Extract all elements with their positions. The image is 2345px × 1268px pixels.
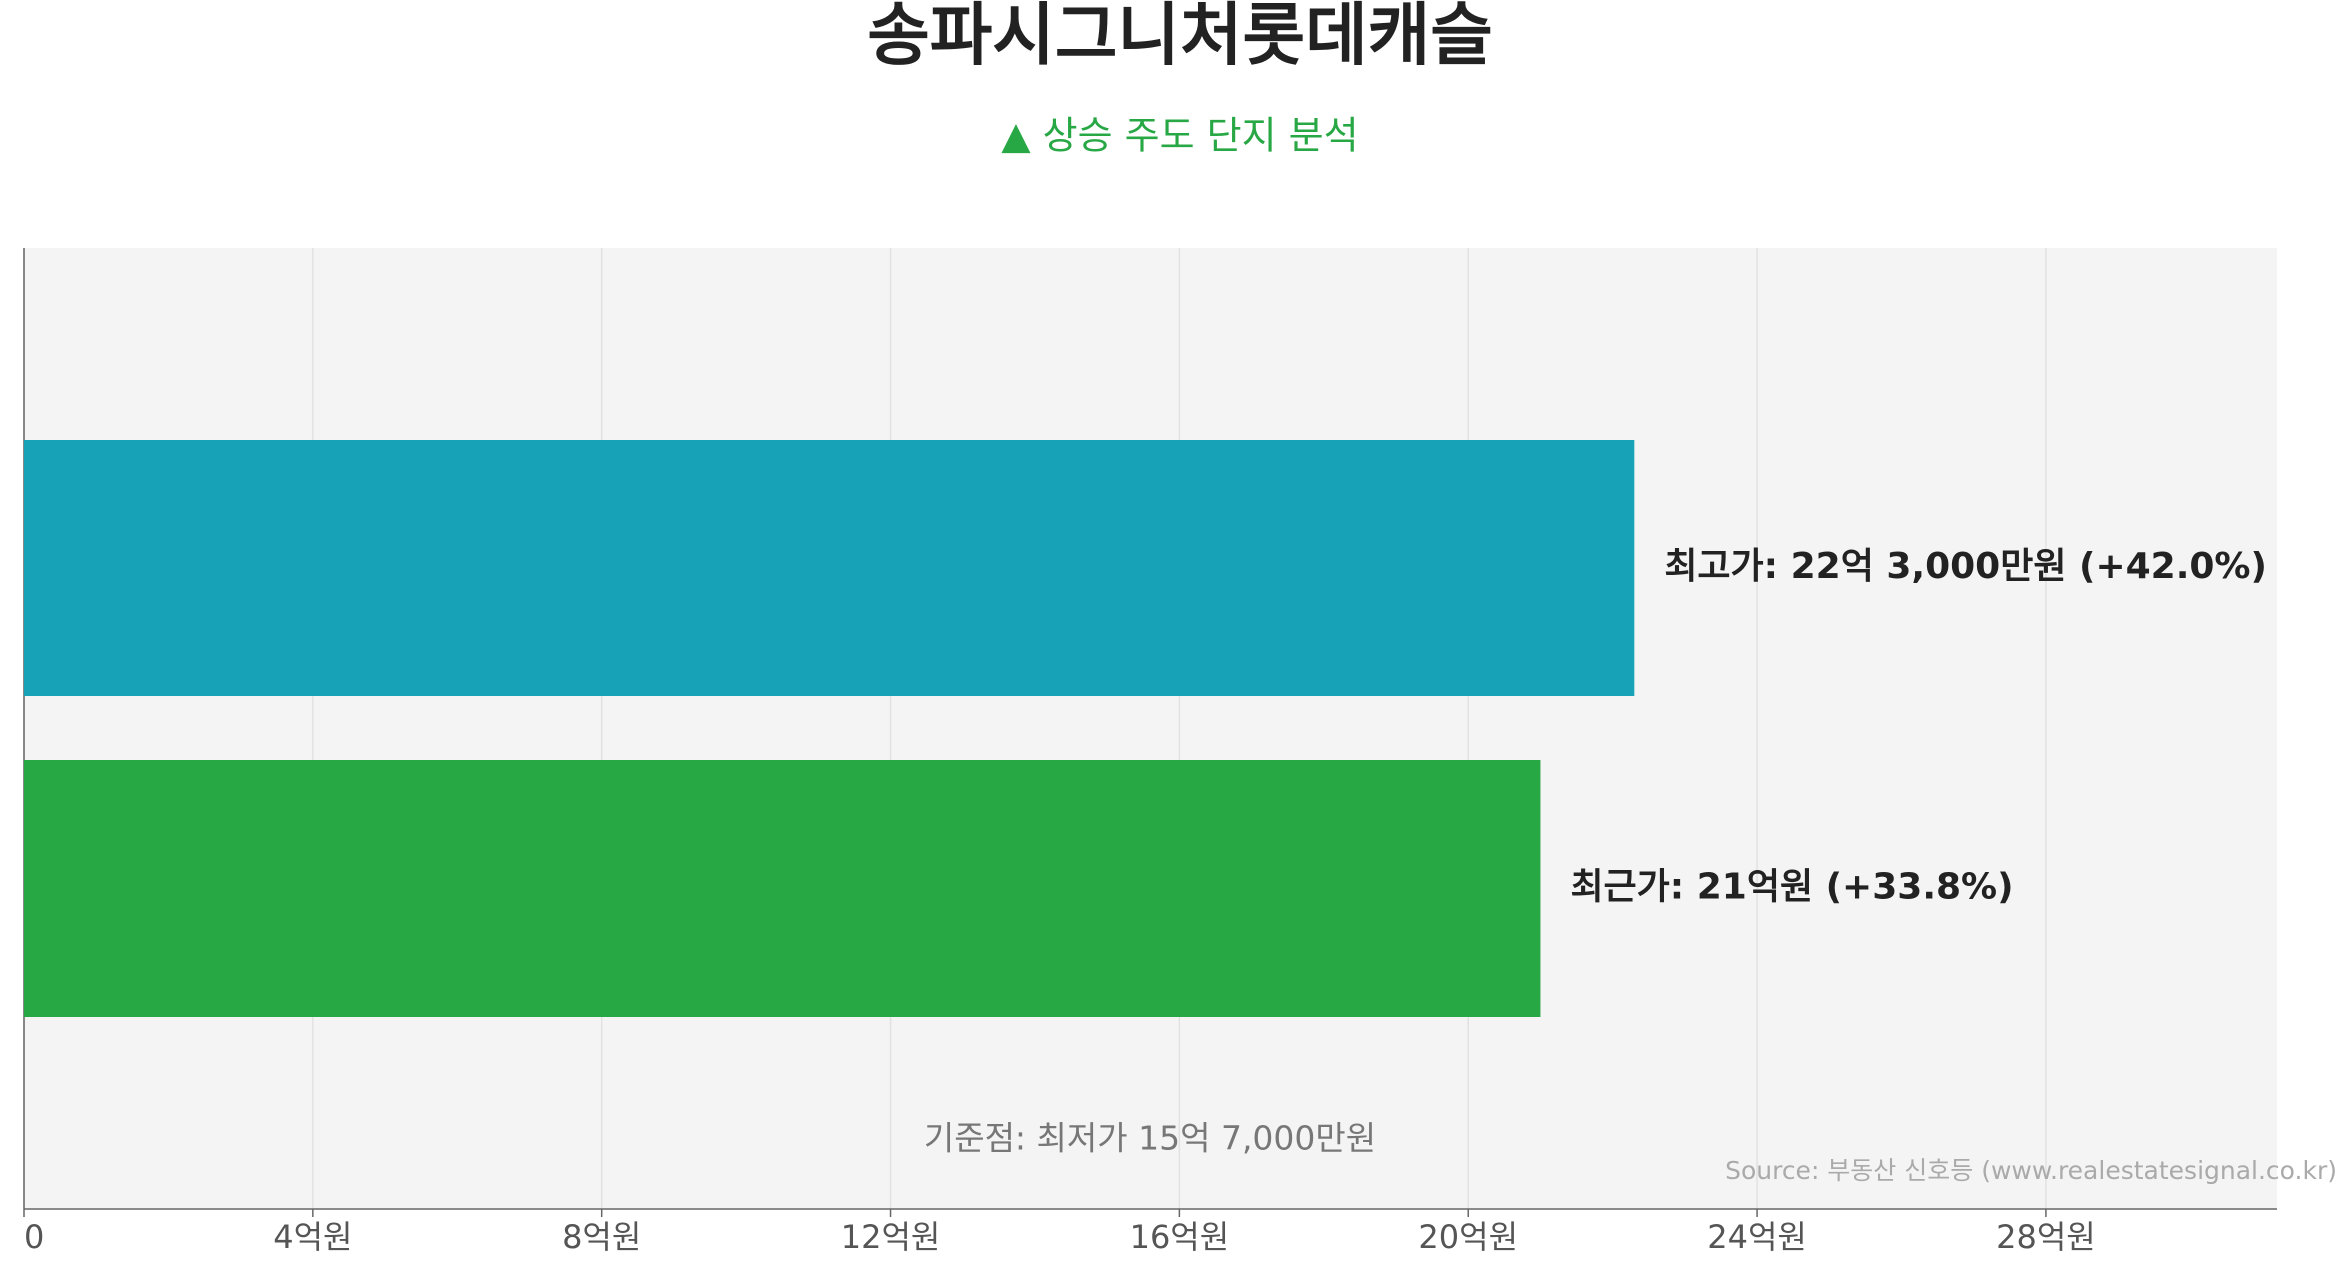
x-tick-label: 28억원 [1996, 1218, 2096, 1256]
plot-background [24, 248, 2277, 1209]
x-tick-label: 16억원 [1130, 1218, 1230, 1256]
x-tick-label: 4억원 [273, 1218, 352, 1256]
chart-title: 송파시그니처롯데캐슬 [867, 0, 1493, 76]
annotation: 기준점: 최저가 15억 7,000만원 [924, 1119, 1376, 1158]
x-tick-label: 0 [24, 1218, 44, 1256]
x-tick-label: 12억원 [841, 1218, 941, 1256]
bar [24, 760, 1541, 1017]
x-tick-label: 8억원 [562, 1218, 641, 1256]
value-label: 최근가: 21억원 (+33.8%) [1570, 867, 2013, 908]
source-note: Source: 부동산 신호등 (www.realestatesignal.co… [1725, 1156, 2337, 1185]
bar [24, 440, 1635, 696]
x-tick-label: 20억원 [1418, 1218, 1518, 1256]
x-tick-label: 24억원 [1707, 1218, 1807, 1256]
value-label: 최고가: 22억 3,000만원 (+42.0%) [1664, 546, 2267, 587]
chart-subtitle: ▲ 상승 주도 단지 분석 [1001, 114, 1358, 158]
